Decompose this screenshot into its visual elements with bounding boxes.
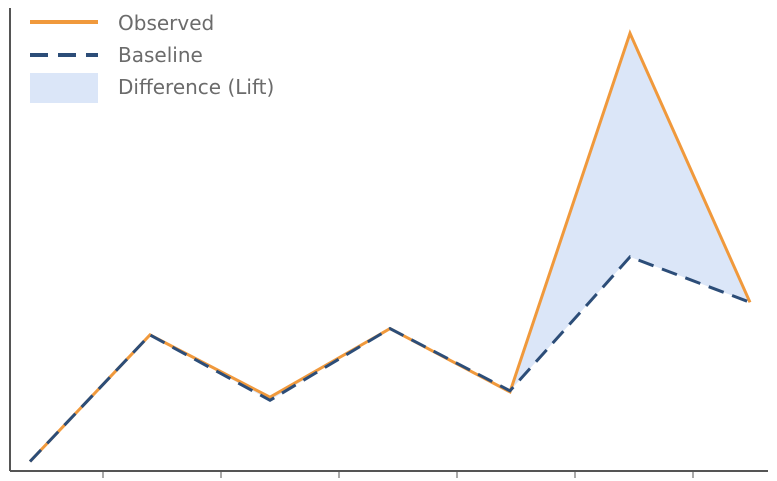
- baseline-line: [28, 255, 751, 463]
- legend-label-difference: Difference (Lift): [118, 75, 274, 99]
- axes: [9, 8, 768, 478]
- difference-area: [30, 33, 750, 462]
- legend-swatch-difference: [30, 73, 98, 103]
- plot-area: [28, 29, 752, 463]
- legend-item-observed: Observed: [30, 11, 214, 35]
- legend-label-baseline: Baseline: [118, 43, 203, 67]
- legend-item-baseline: Baseline: [30, 43, 203, 67]
- x-axis-ticks: [102, 471, 694, 478]
- legend: Observed Baseline Difference (Lift): [30, 11, 274, 103]
- legend-item-difference: Difference (Lift): [30, 73, 274, 103]
- legend-label-observed: Observed: [118, 11, 214, 35]
